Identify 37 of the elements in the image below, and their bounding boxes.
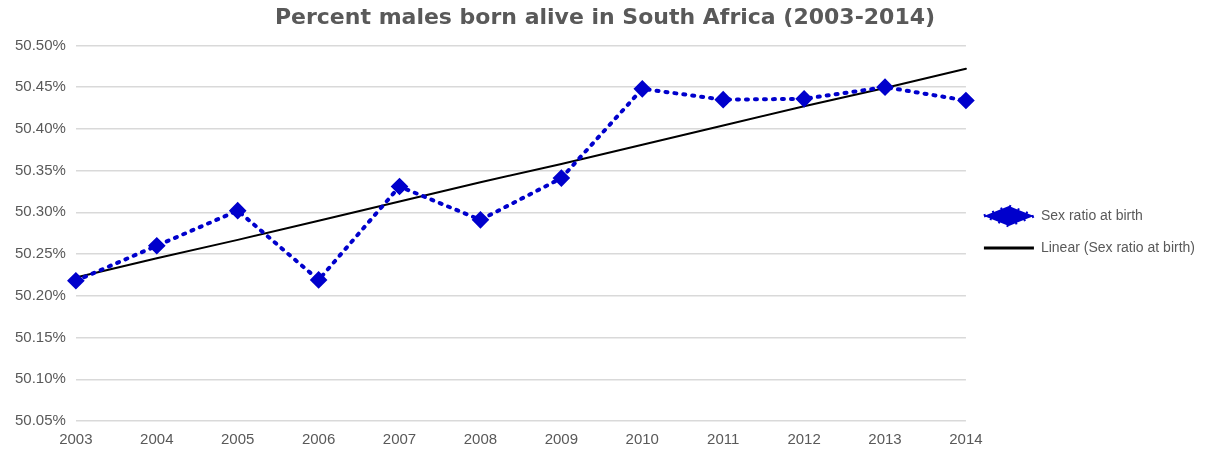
point bbox=[796, 90, 813, 107]
point bbox=[715, 91, 732, 108]
x-tick-label: 2006 bbox=[301, 430, 336, 448]
point bbox=[67, 272, 84, 289]
y-tick-label: 50.25% bbox=[15, 244, 66, 262]
point bbox=[229, 202, 246, 219]
legend-label: Linear (Sex ratio at birth) bbox=[1040, 238, 1196, 255]
y-tick-label: 50.35% bbox=[15, 160, 66, 178]
chart-title: Percent males born alive in South Africa (2003-2014) bbox=[274, 3, 936, 29]
point bbox=[634, 80, 651, 97]
point bbox=[553, 170, 570, 187]
y-tick-label: 50.20% bbox=[15, 285, 66, 303]
y-tick-label: 50.10% bbox=[15, 369, 66, 387]
y-tick-label: 50.50% bbox=[15, 35, 66, 53]
x-tick-label: 2005 bbox=[221, 430, 255, 448]
point bbox=[472, 211, 489, 228]
x-tick-label: 2004 bbox=[140, 430, 174, 448]
x-tick-label: 2010 bbox=[625, 430, 659, 448]
x-tick-label: 2009 bbox=[544, 430, 579, 448]
point bbox=[391, 178, 408, 195]
point bbox=[148, 237, 165, 254]
x-tick-label: 2013 bbox=[868, 430, 902, 448]
x-tick-label: 2003 bbox=[59, 430, 93, 448]
y-tick-label: 50.05% bbox=[15, 411, 66, 429]
x-tick-label: 2014 bbox=[949, 430, 983, 448]
y-tick-label: 50.40% bbox=[15, 119, 66, 137]
legend-label: Sex ratio at birth bbox=[1040, 206, 1143, 223]
y-tick-label: 50.15% bbox=[15, 327, 66, 345]
point bbox=[957, 92, 974, 109]
x-tick-label: 2007 bbox=[382, 430, 417, 448]
x-tick-label: 2011 bbox=[707, 430, 740, 448]
point bbox=[310, 271, 327, 288]
y-tick-label: 50.45% bbox=[15, 77, 66, 95]
y-tick-label: 50.30% bbox=[15, 202, 66, 220]
point bbox=[877, 79, 894, 96]
x-tick-label: 2012 bbox=[787, 430, 821, 448]
x-tick-label: 2008 bbox=[463, 430, 498, 448]
